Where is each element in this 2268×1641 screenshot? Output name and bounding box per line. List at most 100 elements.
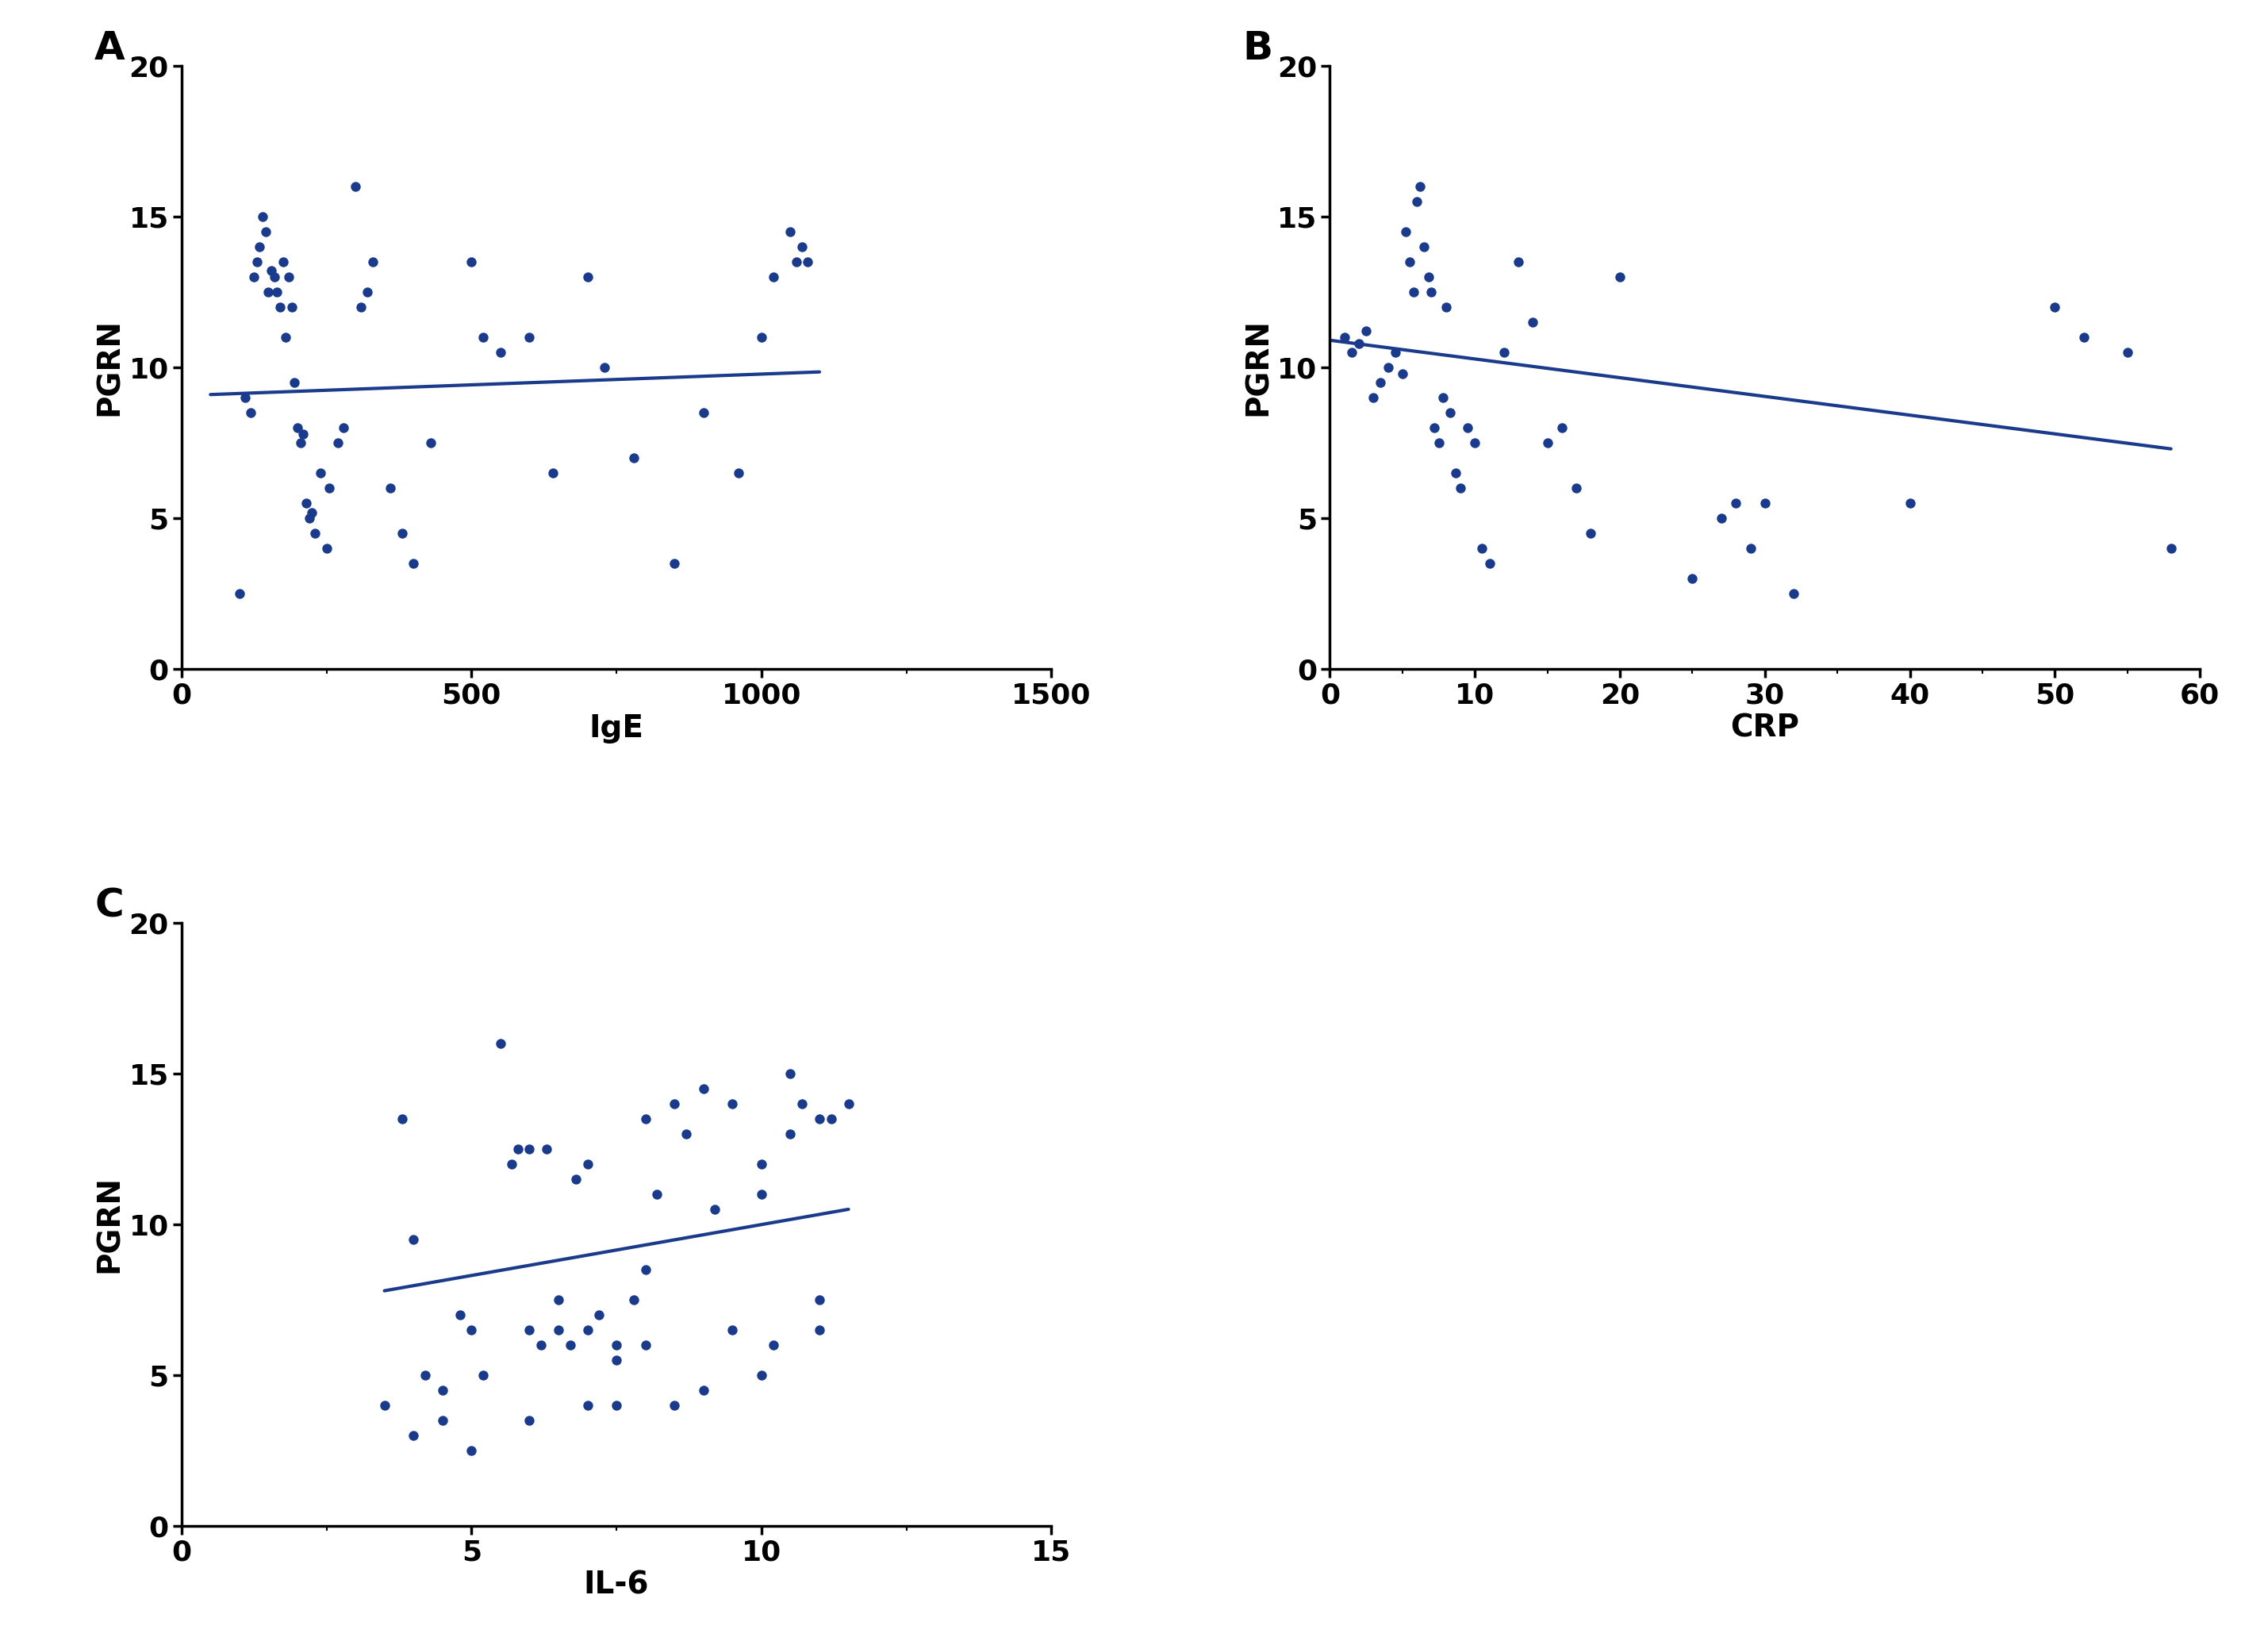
Point — [1545, 415, 1581, 441]
Point — [395, 550, 431, 576]
Point — [1393, 249, 1429, 276]
Point — [744, 323, 780, 350]
Point — [367, 1392, 404, 1418]
Point — [1746, 491, 1783, 517]
Point — [1388, 218, 1424, 245]
Point — [1383, 361, 1420, 387]
Point — [245, 203, 281, 230]
Point — [569, 1150, 606, 1177]
Point — [274, 294, 311, 320]
Point — [1411, 264, 1447, 290]
Point — [628, 1106, 665, 1132]
Point — [744, 1182, 780, 1208]
Point — [1402, 174, 1438, 200]
Point — [413, 430, 449, 456]
Point — [528, 1136, 565, 1162]
Point — [1347, 318, 1383, 345]
Point — [499, 1136, 535, 1162]
Point — [714, 1091, 751, 1118]
Text: A: A — [95, 30, 125, 67]
Point — [778, 249, 814, 276]
Point — [524, 1332, 560, 1359]
Point — [599, 1392, 635, 1418]
Point — [801, 1106, 837, 1132]
Point — [311, 474, 347, 501]
Point — [696, 1196, 733, 1223]
Point — [773, 218, 810, 245]
Point — [510, 1136, 547, 1162]
Point — [265, 249, 302, 276]
Point — [789, 249, 826, 276]
Point — [1449, 415, 1486, 441]
Point — [1340, 330, 1377, 356]
Point — [281, 430, 318, 456]
Point — [395, 1226, 431, 1252]
Point — [615, 1287, 651, 1313]
Point — [830, 1091, 866, 1118]
Text: B: B — [1243, 30, 1272, 67]
Point — [744, 1150, 780, 1177]
Point — [685, 1075, 721, 1101]
Point — [599, 1332, 635, 1359]
Point — [1424, 384, 1461, 410]
Point — [465, 1362, 501, 1388]
Point — [483, 1031, 519, 1057]
Point — [349, 279, 386, 305]
Y-axis label: PGRN: PGRN — [95, 1175, 125, 1273]
Point — [383, 1106, 420, 1132]
Point — [801, 1316, 837, 1342]
Point — [297, 520, 333, 546]
Point — [261, 294, 297, 320]
Point — [288, 491, 324, 517]
Point — [465, 323, 501, 350]
Point — [685, 399, 721, 425]
Point — [234, 399, 270, 425]
Point — [254, 258, 290, 284]
Point — [812, 1106, 848, 1132]
Point — [551, 1332, 587, 1359]
Point — [1334, 340, 1370, 366]
Point — [259, 279, 295, 305]
Point — [1572, 520, 1608, 546]
Point — [1377, 340, 1413, 366]
Point — [1499, 249, 1535, 276]
Point — [1465, 535, 1501, 561]
Point — [569, 1392, 606, 1418]
Point — [1413, 279, 1449, 305]
Point — [454, 249, 490, 276]
Point — [2037, 294, 2073, 320]
Point — [615, 445, 651, 471]
Point — [655, 1091, 692, 1118]
Point — [685, 1377, 721, 1403]
Point — [2066, 323, 2102, 350]
X-axis label: CRP: CRP — [1730, 714, 1799, 743]
Point — [1776, 581, 1812, 607]
Point — [483, 340, 519, 366]
Point — [1717, 491, 1753, 517]
Point — [581, 1301, 617, 1328]
Point — [569, 264, 606, 290]
Point — [424, 1408, 460, 1434]
Point — [277, 369, 313, 395]
Point — [1399, 189, 1436, 215]
Point — [510, 1316, 547, 1342]
Point — [286, 420, 322, 446]
Point — [744, 1362, 780, 1388]
Point — [338, 174, 374, 200]
Point — [295, 499, 331, 525]
Point — [372, 474, 408, 501]
Point — [2109, 340, 2146, 366]
Point — [1431, 399, 1467, 425]
Point — [801, 1287, 837, 1313]
Point — [599, 1347, 635, 1374]
Point — [785, 1091, 821, 1118]
Point — [2152, 535, 2189, 561]
Point — [540, 1287, 576, 1313]
Point — [535, 459, 572, 486]
Point — [1406, 233, 1442, 259]
X-axis label: IL-6: IL-6 — [583, 1570, 649, 1600]
Point — [773, 1121, 810, 1147]
Point — [249, 279, 286, 305]
Point — [1438, 459, 1474, 486]
Point — [1486, 340, 1522, 366]
